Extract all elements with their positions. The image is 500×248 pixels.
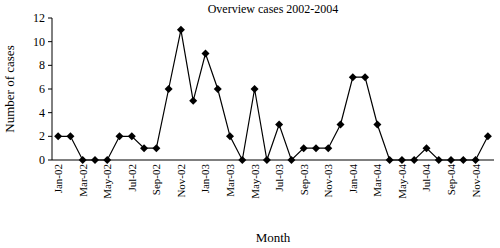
data-point	[349, 73, 357, 81]
data-point	[263, 156, 271, 164]
y-tick	[48, 41, 52, 42]
data-point	[275, 121, 283, 129]
y-tick-label: 2	[39, 129, 45, 143]
data-point	[226, 132, 234, 140]
x-tick-label: Jul-02	[126, 164, 138, 192]
x-tick-label: May-03	[249, 164, 261, 199]
x-tick-label: Jan-03	[199, 164, 211, 194]
data-point	[337, 121, 345, 129]
y-axis-label: Number of cases	[2, 45, 17, 132]
data-point	[103, 156, 111, 164]
x-tick-label: Mar-02	[77, 164, 89, 197]
y-tick-label: 6	[39, 82, 45, 96]
x-tick-label: Sep-02	[150, 164, 162, 195]
data-point	[287, 156, 295, 164]
data-point	[410, 156, 418, 164]
y-tick-label: 0	[39, 153, 45, 167]
x-tick-label: Mar-03	[224, 164, 236, 197]
data-point	[165, 85, 173, 93]
data-point	[472, 156, 480, 164]
data-point	[251, 85, 259, 93]
x-tick-label: Nov-04	[470, 164, 482, 198]
y-tick	[48, 160, 52, 161]
y-tick	[48, 18, 52, 19]
x-tick-label: Nov-03	[322, 164, 334, 198]
y-tick	[48, 112, 52, 113]
y-tick-label: 12	[33, 11, 45, 25]
y-tick-label: 4	[39, 106, 45, 120]
data-point	[484, 132, 492, 140]
x-tick-label: May-04	[396, 164, 408, 199]
y-tick	[48, 65, 52, 66]
x-tick-label: Mar-04	[371, 164, 383, 197]
data-point	[140, 144, 148, 152]
x-tick-label: Jul-03	[273, 164, 285, 192]
x-tick-label: May-02	[101, 164, 113, 199]
data-point	[152, 144, 160, 152]
data-point	[398, 156, 406, 164]
y-tick	[48, 89, 52, 90]
data-point	[66, 132, 74, 140]
data-point	[324, 144, 332, 152]
data-point	[79, 156, 87, 164]
data-point	[238, 156, 246, 164]
x-tick-label: Sep-03	[298, 164, 310, 196]
data-point	[422, 144, 430, 152]
data-point	[312, 144, 320, 152]
chart-container: Overview cases 2002-2004 0 2 4 6 8 10 12 Jan-02 M…	[0, 0, 500, 248]
data-point	[386, 156, 394, 164]
x-tick-label: Jan-02	[52, 164, 64, 193]
x-axis-label: Month	[256, 230, 291, 245]
x-tick-label: Sep-04	[445, 164, 457, 196]
data-point	[373, 121, 381, 129]
x-tick-label: Nov-02	[175, 164, 187, 198]
data-point	[201, 50, 209, 58]
data-point	[128, 132, 136, 140]
data-point	[214, 85, 222, 93]
y-tick-label: 10	[33, 35, 45, 49]
chart-svg: Overview cases 2002-2004 0 2 4 6 8 10 12 Jan-02 M…	[0, 0, 500, 248]
data-point	[116, 132, 124, 140]
data-point	[189, 97, 197, 105]
data-point	[447, 156, 455, 164]
data-point	[435, 156, 443, 164]
x-tick-label: Jul-04	[420, 164, 432, 192]
y-tick	[48, 136, 52, 137]
x-tick-label: Jan-04	[347, 164, 359, 194]
data-point	[300, 144, 308, 152]
chart-title: Overview cases 2002-2004	[208, 2, 339, 16]
plot-area	[54, 26, 492, 164]
data-point	[54, 132, 62, 140]
x-axis-line	[52, 160, 494, 161]
data-line	[58, 30, 488, 160]
data-point	[459, 156, 467, 164]
data-point	[361, 73, 369, 81]
y-tick-label: 8	[39, 58, 45, 72]
data-point	[177, 26, 185, 34]
data-point	[91, 156, 99, 164]
